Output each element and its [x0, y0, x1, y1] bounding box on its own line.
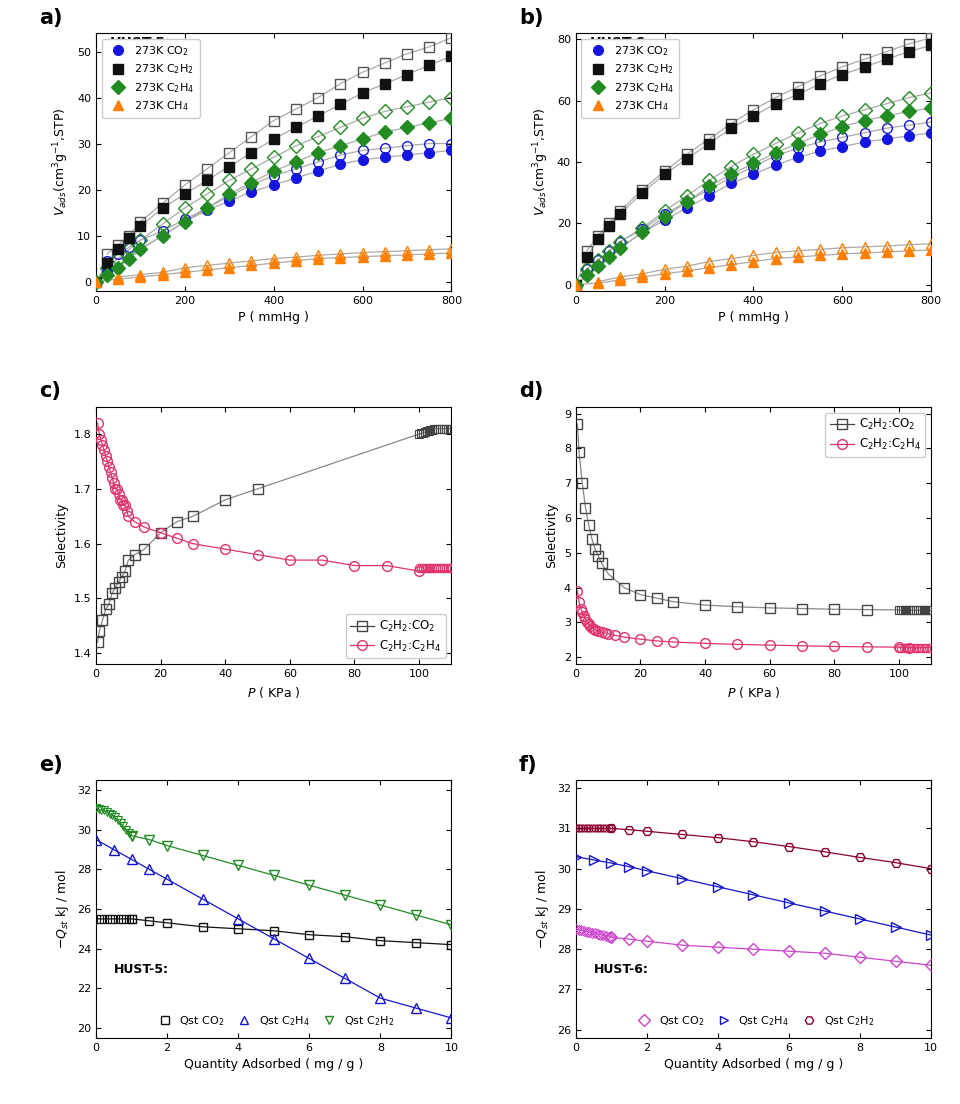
- Text: HUST-6:: HUST-6:: [593, 964, 648, 976]
- Legend: Qst CO$_2$, Qst C$_2$H$_4$, Qst C$_2$H$_2$: Qst CO$_2$, Qst C$_2$H$_4$, Qst C$_2$H$_…: [629, 1009, 878, 1032]
- X-axis label: P ( mmHg ): P ( mmHg ): [238, 311, 309, 325]
- X-axis label: Quantity Adsorbed ( mg / g ): Quantity Adsorbed ( mg / g ): [184, 1058, 363, 1071]
- Legend: 273K CO$_2$, 273K C$_2$H$_2$, 273K C$_2$H$_4$, 273K CH$_4$: 273K CO$_2$, 273K C$_2$H$_2$, 273K C$_2$…: [582, 39, 680, 118]
- Y-axis label: Selectivity: Selectivity: [545, 502, 559, 569]
- Y-axis label: Selectivity: Selectivity: [55, 502, 68, 569]
- Text: f): f): [519, 755, 538, 775]
- Y-axis label: $V_{ads}$(cm$^3$g$^{-1}$,STP): $V_{ads}$(cm$^3$g$^{-1}$,STP): [52, 108, 71, 216]
- Text: HUST-6: HUST-6: [590, 35, 646, 50]
- Legend: Qst CO$_2$, Qst C$_2$H$_4$, Qst C$_2$H$_2$: Qst CO$_2$, Qst C$_2$H$_4$, Qst C$_2$H$_…: [149, 1009, 398, 1032]
- Y-axis label: $V_{ads}$(cm$^3$g$^{-1}$,STP): $V_{ads}$(cm$^3$g$^{-1}$,STP): [532, 108, 551, 216]
- Text: b): b): [519, 8, 543, 28]
- Text: a): a): [39, 8, 62, 28]
- Legend: 273K CO$_2$, 273K C$_2$H$_2$, 273K C$_2$H$_4$, 273K CH$_4$: 273K CO$_2$, 273K C$_2$H$_2$, 273K C$_2$…: [102, 39, 200, 118]
- X-axis label: $P$ ( KPa ): $P$ ( KPa ): [247, 684, 300, 700]
- Text: HUST-5: HUST-5: [110, 35, 166, 50]
- Y-axis label: $-Q_{st}$ kJ / mol: $-Q_{st}$ kJ / mol: [55, 869, 71, 948]
- X-axis label: P ( mmHg ): P ( mmHg ): [718, 311, 789, 325]
- Legend: C$_2$H$_2$:CO$_2$, C$_2$H$_2$:C$_2$H$_4$: C$_2$H$_2$:CO$_2$, C$_2$H$_2$:C$_2$H$_4$: [346, 614, 445, 658]
- X-axis label: Quantity Adsorbed ( mg / g ): Quantity Adsorbed ( mg / g ): [664, 1058, 843, 1071]
- Text: c): c): [39, 382, 61, 402]
- Y-axis label: $-Q_{st}$ kJ / mol: $-Q_{st}$ kJ / mol: [534, 869, 551, 948]
- Text: e): e): [39, 755, 63, 775]
- Text: HUST-5:: HUST-5:: [114, 964, 169, 976]
- Text: d): d): [519, 382, 543, 402]
- Legend: C$_2$H$_2$:CO$_2$, C$_2$H$_2$:C$_2$H$_4$: C$_2$H$_2$:CO$_2$, C$_2$H$_2$:C$_2$H$_4$: [826, 413, 925, 457]
- X-axis label: $P$ ( KPa ): $P$ ( KPa ): [727, 684, 780, 700]
